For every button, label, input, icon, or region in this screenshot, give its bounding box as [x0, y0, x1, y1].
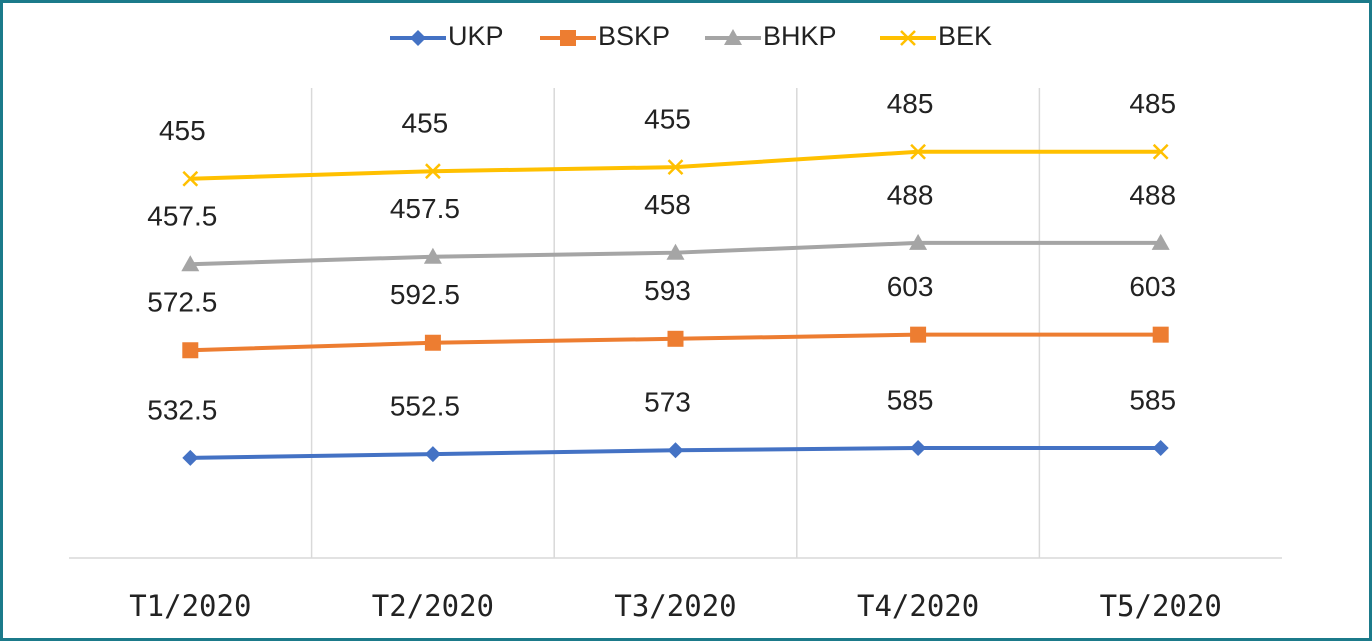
- data-label: 458: [644, 189, 691, 220]
- marker: [424, 334, 441, 351]
- marker: [667, 159, 684, 176]
- marker: [910, 143, 926, 160]
- marker: [1152, 326, 1169, 343]
- marker: [910, 326, 927, 343]
- marker: [182, 170, 199, 187]
- marker: [410, 30, 426, 46]
- marker: [909, 233, 928, 250]
- data-label: 455: [644, 104, 691, 135]
- data-label: 457.5: [390, 193, 460, 224]
- data-label: 593: [644, 275, 691, 306]
- x-tick-label: T3/2020: [614, 589, 736, 623]
- marker: [667, 442, 684, 459]
- x-tick-label: T1/2020: [129, 589, 251, 623]
- marker: [900, 30, 916, 46]
- legend-label: BHKP: [763, 21, 837, 51]
- data-label: 488: [1129, 179, 1176, 210]
- data-label: 485: [887, 88, 934, 119]
- data-label: 455: [159, 115, 206, 146]
- data-label: 592.5: [390, 279, 460, 310]
- x-tick-label: T2/2020: [372, 589, 494, 623]
- marker: [1151, 233, 1170, 250]
- data-label: 585: [887, 384, 934, 415]
- x-tick-label: T5/2020: [1100, 589, 1222, 623]
- marker: [1152, 440, 1169, 457]
- data-label: 573: [644, 387, 691, 418]
- data-label: 603: [1129, 271, 1176, 302]
- data-label: 572.5: [147, 287, 217, 318]
- data-label: 532.5: [147, 394, 217, 425]
- data-label: 585: [1129, 384, 1176, 415]
- marker: [425, 163, 441, 180]
- marker: [724, 29, 742, 45]
- data-label: 488: [887, 179, 934, 210]
- marker: [666, 243, 685, 260]
- marker: [423, 247, 442, 264]
- data-label: 455: [402, 108, 449, 139]
- marker: [560, 30, 576, 46]
- marker: [182, 449, 199, 466]
- marker: [182, 342, 199, 359]
- data-label: 457.5: [147, 201, 217, 232]
- x-tick-label: T4/2020: [857, 589, 979, 623]
- legend-label: BEK: [938, 21, 992, 51]
- legend-label: UKP: [448, 21, 504, 51]
- marker: [910, 440, 927, 457]
- data-label: 485: [1129, 88, 1176, 119]
- data-label: 552.5: [390, 391, 460, 422]
- legend-label: BSKP: [598, 21, 670, 51]
- marker: [181, 255, 200, 272]
- marker: [667, 330, 684, 347]
- marker: [1152, 143, 1169, 160]
- data-label: 603: [887, 271, 934, 302]
- marker: [424, 446, 441, 463]
